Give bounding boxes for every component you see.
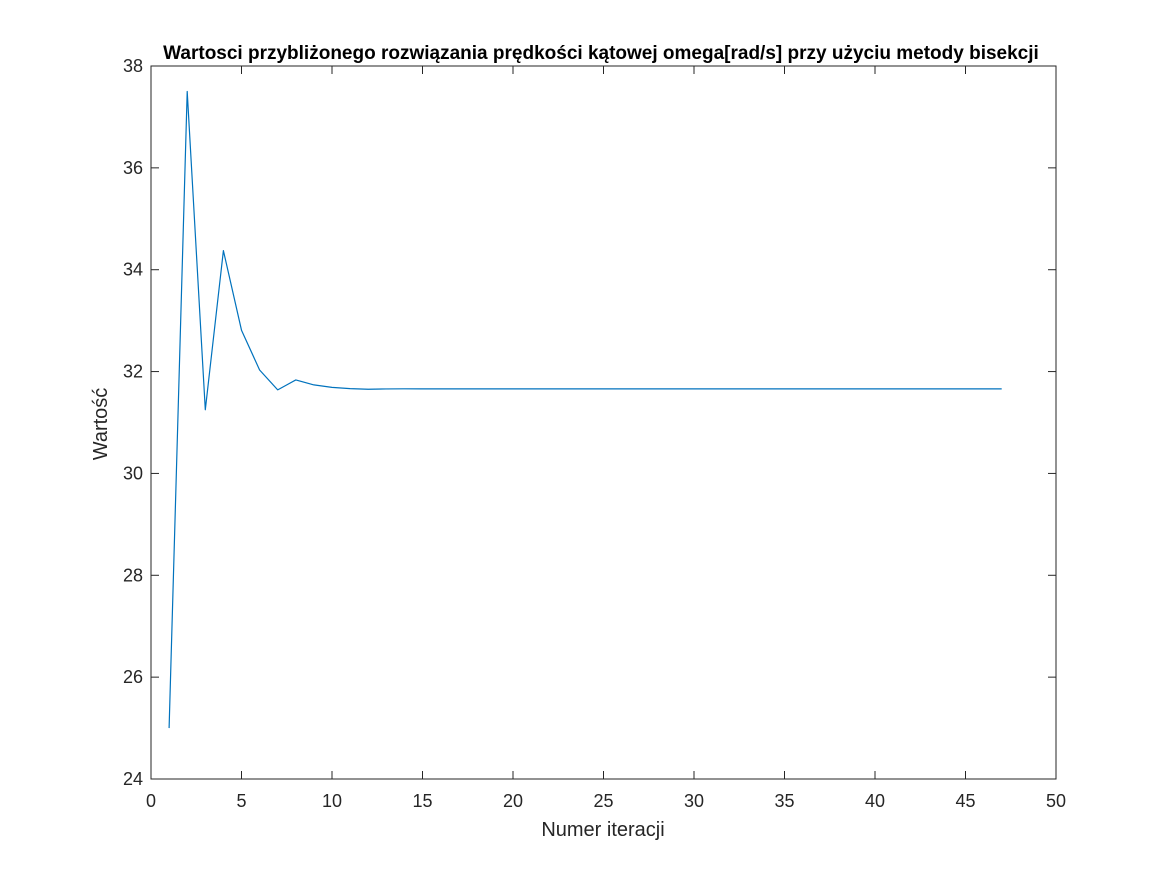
series-line <box>168 90 1002 729</box>
x-tick-label: 25 <box>593 791 613 811</box>
x-tick-label: 35 <box>774 791 794 811</box>
x-tick-label: 45 <box>955 791 975 811</box>
y-tick-label: 34 <box>123 260 143 280</box>
plot-area: 0 5 10 15 20 25 30 35 40 45 50 24 26 28 30 32 34 36 38 <box>123 56 1066 811</box>
x-tick-label: 15 <box>412 791 432 811</box>
chart-title: Wartosci przybliżonego rozwiązania prędk… <box>163 43 1039 64</box>
x-tick-label: 40 <box>865 791 885 811</box>
x-tick-label: 5 <box>236 791 246 811</box>
x-tick-label: 0 <box>146 791 156 811</box>
x-tick-label: 20 <box>503 791 523 811</box>
x-tick-label: 50 <box>1046 791 1066 811</box>
y-tick-label: 28 <box>123 565 143 585</box>
y-tick-label: 32 <box>123 362 143 382</box>
x-tick-label: 30 <box>684 791 704 811</box>
y-tick-label: 26 <box>123 667 143 687</box>
y-tick-label: 38 <box>123 56 143 76</box>
y-tick-label: 36 <box>123 158 143 178</box>
y-tick-label: 30 <box>123 463 143 483</box>
x-tick-label: 10 <box>322 791 342 811</box>
y-tick-label: 24 <box>123 769 143 789</box>
x-axis-label: Numer iteracji <box>541 819 664 841</box>
y-axis-label: Wartość <box>90 388 112 461</box>
